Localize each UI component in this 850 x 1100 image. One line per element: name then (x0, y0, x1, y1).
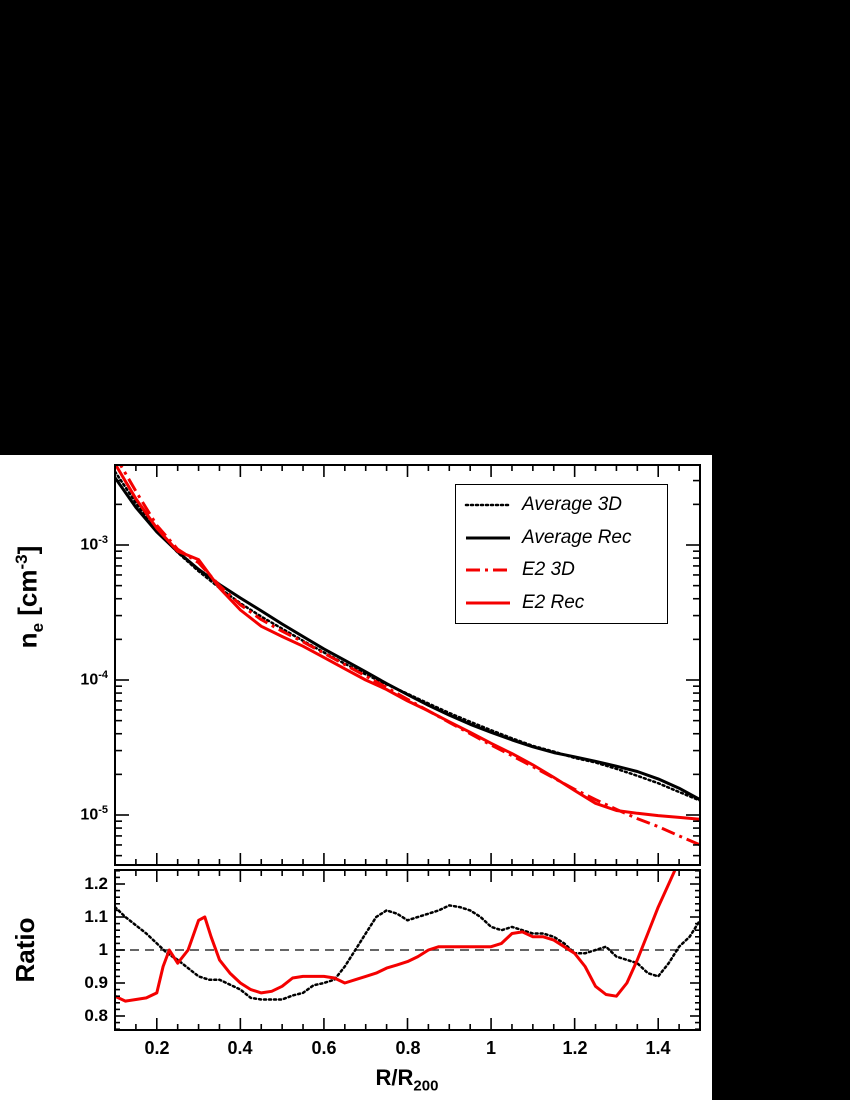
x-axis-title: R/R200 (375, 1065, 439, 1095)
y-tick-label-1e-4: 10-4 (80, 669, 108, 689)
legend-item-average-3d: Average 3D (456, 490, 667, 521)
solid-line-icon (466, 536, 510, 540)
legend-label: E2 Rec (522, 591, 585, 613)
ratio-tick-label: 1.1 (84, 907, 108, 926)
solid-line-icon (466, 601, 510, 605)
ratio-tick-label: 0.9 (84, 973, 108, 992)
legend-label: Average 3D (522, 494, 622, 516)
legend: Average 3D Average Rec E2 3D E2 Rec (455, 484, 668, 624)
ratio-tick-label: 1.2 (84, 874, 108, 893)
y-tick-label-1e-3: 10-3 (80, 534, 108, 554)
ratio-tick-label: 0.8 (84, 1006, 108, 1025)
x-tick-label: 1 (485, 1038, 496, 1058)
y-tick-label-1e-5: 10-5 (80, 804, 108, 824)
ratio-tick-label: 1 (98, 940, 108, 959)
y-axis-title-density: ne [cm-3] (12, 545, 47, 649)
legend-item-e2-3d: E2 3D (456, 555, 667, 586)
plot-canvas (114, 464, 701, 1031)
x-tick-label: 0.8 (395, 1038, 421, 1058)
x-tick-label: 1.2 (562, 1038, 588, 1058)
legend-item-average-rec: Average Rec (456, 522, 667, 553)
y-axis-title-ratio: Ratio (10, 917, 40, 983)
figure: 10-3 10-4 10-5 1.2 1.1 1 0.9 0.8 0.2 0.4… (0, 455, 712, 1100)
x-tick-label: 1.4 (645, 1038, 671, 1058)
dotted-line-icon (464, 504, 512, 507)
x-tick-label: 0.4 (227, 1038, 253, 1058)
legend-item-e2-rec: E2 Rec (456, 587, 667, 618)
x-tick-label: 0.6 (311, 1038, 337, 1058)
legend-label: E2 3D (522, 559, 575, 581)
x-tick-label: 0.2 (144, 1038, 170, 1058)
legend-label: Average Rec (522, 526, 632, 548)
dashdot-line-icon (466, 568, 510, 572)
